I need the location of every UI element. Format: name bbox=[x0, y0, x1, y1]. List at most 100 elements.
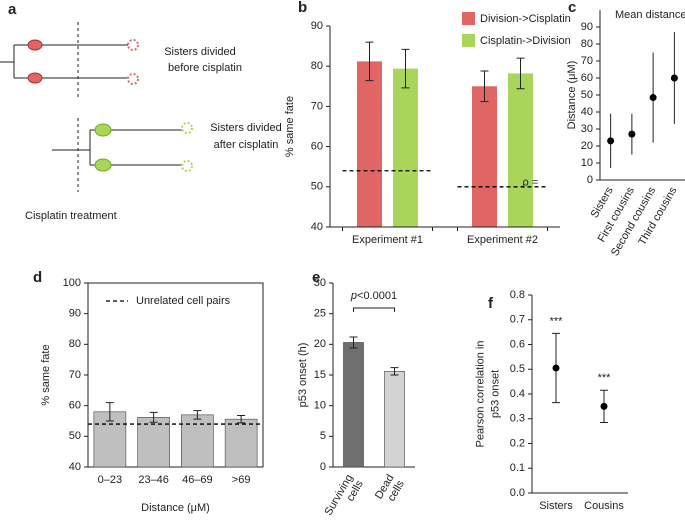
y-tick-label: 40 bbox=[581, 106, 593, 118]
y-tick-label: 0.2 bbox=[510, 437, 525, 449]
chart-e: e 0 5 10 15 20 25 30 p53 onset (h) Survivingcells… bbox=[297, 269, 415, 518]
diagram-label: Sisters divided bbox=[210, 122, 282, 134]
error-bar bbox=[149, 411, 158, 423]
dot bbox=[607, 137, 615, 145]
y-tick-label: 60 bbox=[581, 72, 593, 84]
legend-swatch bbox=[462, 34, 475, 47]
dot bbox=[552, 364, 560, 372]
panel-label: c bbox=[568, 0, 576, 16]
annotation-italic: p bbox=[350, 290, 357, 302]
lineage-after bbox=[52, 129, 182, 166]
x-tick-label: Experiment #2 bbox=[467, 234, 538, 246]
error-bar bbox=[105, 402, 114, 422]
dead-cell bbox=[127, 73, 139, 85]
x-axis-label: Distance (μM) bbox=[141, 502, 210, 514]
chart-f: f 0.0 0.1 0.2 0.3 0.4 0.5 0.6 0.7 0.8 Pearson corr… bbox=[474, 289, 628, 512]
diagram-label: Cisplatin treatment bbox=[25, 210, 117, 222]
y-tick-label: 10 bbox=[581, 157, 593, 169]
y-tick-label: 20 bbox=[581, 140, 593, 152]
legend-swatch bbox=[462, 12, 475, 25]
error-bar bbox=[516, 57, 525, 90]
bar bbox=[384, 371, 405, 468]
dead-cell bbox=[127, 39, 139, 51]
legend-label: Division->Cisplatin bbox=[480, 13, 571, 25]
legend-label: Cisplatin->Division bbox=[480, 35, 571, 47]
bar bbox=[181, 414, 214, 468]
y-axis-label: p53 onset (h) bbox=[297, 343, 309, 408]
significance-bracket bbox=[353, 307, 395, 312]
bar bbox=[393, 68, 418, 227]
cell bbox=[94, 158, 112, 172]
cell bbox=[94, 123, 112, 137]
diagram-label: before cisplatin bbox=[168, 62, 242, 74]
y-tick-label: 60 bbox=[311, 141, 323, 153]
x-tick-label: 46–69 bbox=[182, 474, 213, 486]
y-tick-label: 25 bbox=[314, 308, 326, 320]
x-tick-label: 0–23 bbox=[98, 474, 122, 486]
dot bbox=[670, 74, 678, 82]
annotation: p<0.0001 bbox=[350, 290, 397, 302]
diagram-label: after cisplatin bbox=[214, 139, 279, 151]
y-tick-label: 50 bbox=[69, 430, 81, 442]
error-bar bbox=[480, 70, 489, 103]
y-tick-label: 0 bbox=[320, 461, 326, 473]
panel-label: a bbox=[8, 1, 17, 18]
cell bbox=[27, 39, 43, 51]
y-tick-label: 70 bbox=[581, 55, 593, 67]
bar bbox=[343, 342, 364, 468]
bar bbox=[472, 86, 497, 227]
y-tick-label: 10 bbox=[314, 400, 326, 412]
panel-label: f bbox=[488, 295, 494, 312]
y-axis-label: Pearson correlation in p53 onset bbox=[474, 340, 501, 447]
y-tick-label: 0 bbox=[587, 174, 593, 186]
cell bbox=[27, 72, 43, 84]
x-tick-label: 23–46 bbox=[138, 474, 169, 486]
y-tick-label: 100 bbox=[63, 277, 81, 289]
chart-c: c 0 10 20 30 40 50 60 70 80 90 Distance (μM) Mean di… bbox=[566, 0, 685, 258]
y-tick-label: 40 bbox=[311, 221, 323, 233]
x-tick-label: Deadcells bbox=[373, 472, 407, 507]
y-tick-label: 80 bbox=[581, 38, 593, 50]
annotation-text: <0.0001 bbox=[357, 290, 397, 302]
x-tick-label: Cousins bbox=[584, 500, 624, 512]
y-tick-label: 90 bbox=[581, 21, 593, 33]
x-tick-label: Experiment #1 bbox=[352, 234, 423, 246]
axis bbox=[599, 10, 685, 181]
panel-label: e bbox=[312, 269, 320, 286]
y-axis-label: % same fate bbox=[284, 96, 296, 157]
error-bar bbox=[237, 414, 246, 424]
y-tick-label: 0.6 bbox=[510, 338, 525, 350]
y-tick-label: 0.5 bbox=[510, 363, 525, 375]
dot bbox=[628, 130, 636, 138]
y-tick-label: 40 bbox=[69, 461, 81, 473]
bar bbox=[137, 417, 170, 468]
dead-cell bbox=[181, 160, 193, 172]
y-tick-label: 5 bbox=[320, 430, 326, 442]
y-tick-label: 0.1 bbox=[510, 462, 525, 474]
y-tick-label: 80 bbox=[311, 60, 323, 72]
diagram-label: Sisters divided bbox=[164, 46, 236, 58]
y-tick-label: 70 bbox=[311, 100, 323, 112]
bar bbox=[357, 61, 382, 227]
y-axis-label: Distance (μM) bbox=[566, 61, 578, 130]
y-axis-label: % same fate bbox=[40, 344, 52, 405]
error-bar bbox=[349, 336, 358, 349]
dot bbox=[600, 402, 608, 410]
panel-label: b bbox=[298, 0, 307, 16]
x-tick-label: Sisters bbox=[539, 500, 573, 512]
x-tick-label: >69 bbox=[232, 474, 251, 486]
y-tick-label: 50 bbox=[311, 181, 323, 193]
y-tick-label: 20 bbox=[314, 338, 326, 350]
y-tick-label: 0.4 bbox=[510, 388, 525, 400]
y-tick-label: 0.3 bbox=[510, 413, 525, 425]
y-tick-label: 0.8 bbox=[510, 289, 525, 301]
significance: *** bbox=[598, 372, 612, 384]
chart-d: d 40 50 60 70 80 90 100 % same fate Distance (μM)… bbox=[33, 269, 264, 514]
significance: *** bbox=[550, 315, 564, 327]
dot bbox=[649, 94, 657, 102]
category-bracket bbox=[342, 226, 433, 231]
category-bracket bbox=[457, 226, 548, 231]
diagram-a: a Sisters divided before cisplatin Siste… bbox=[0, 1, 282, 222]
bar bbox=[224, 418, 258, 468]
